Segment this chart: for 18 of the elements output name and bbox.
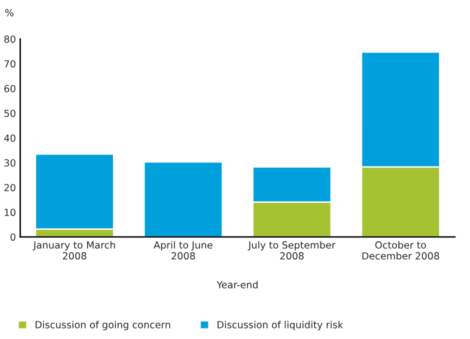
y-tick-label: 30 (4, 159, 16, 167)
y-tick-label: 20 (4, 184, 16, 192)
legend-label: Discussion of liquidity risk (218, 320, 344, 330)
x-tick-label: October to December 2008 (362, 241, 440, 260)
bar (143, 161, 224, 237)
x-axis-title: Year-end (216, 280, 258, 288)
x-tick-label: April to June 2008 (154, 241, 212, 260)
y-tick-label: 10 (4, 208, 16, 216)
y-tick-label: 60 (4, 84, 16, 92)
legend-label: Discussion of going concern (36, 320, 170, 330)
y-tick-label: 80 (4, 35, 16, 43)
y-tick-label: 50 (4, 110, 16, 118)
x-tick-label: July to September 2008 (248, 241, 336, 260)
y-tick-label: 70 (4, 60, 16, 68)
y-tick-label: 40 (4, 134, 16, 142)
y-axis-title: % (5, 9, 14, 16)
x-tick-label: January to March 2008 (32, 241, 115, 260)
y-tick-label: 0 (10, 233, 16, 241)
